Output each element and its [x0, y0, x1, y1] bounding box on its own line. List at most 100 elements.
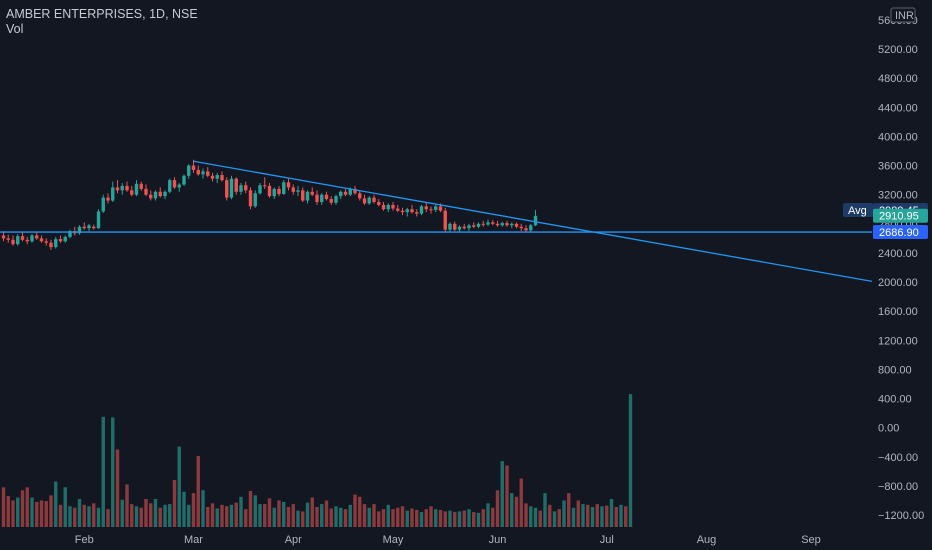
candle-body [481, 223, 485, 225]
price-tick-label: −800.00 [878, 481, 918, 493]
volume-bar [44, 501, 48, 527]
time-tick-label: May [383, 534, 404, 546]
volume-bar [495, 490, 500, 527]
candle-body [263, 185, 267, 187]
volume-bar [448, 510, 452, 527]
volume-bar [628, 394, 633, 527]
candle-body [324, 194, 329, 200]
volume-bar [600, 506, 604, 527]
candle-body [405, 209, 409, 213]
volume-bar [130, 504, 134, 527]
candle-body [296, 190, 300, 192]
descending-trendline[interactable] [193, 160, 873, 283]
candle-body [25, 239, 29, 242]
candle-body [191, 165, 196, 170]
price-tick-label: 3600.00 [878, 161, 918, 173]
candle-body [253, 193, 257, 207]
volume-bar [367, 507, 371, 527]
candle-body [472, 225, 476, 227]
candle-body [120, 185, 124, 191]
volume-bar [548, 504, 552, 527]
candle-body [386, 204, 390, 210]
price-tick-label: 5200.00 [878, 44, 918, 56]
volume-bar [82, 504, 86, 527]
volume-bar [396, 507, 400, 527]
volume-bar [619, 504, 623, 527]
volume-bar [39, 500, 44, 527]
candle-body [96, 211, 101, 229]
candle-body [6, 238, 10, 240]
volume-bar [282, 501, 286, 527]
volume-bar [377, 511, 381, 527]
candle-body [362, 198, 367, 204]
candle-body [11, 239, 15, 245]
candle-body [448, 223, 452, 230]
volume-bar [438, 509, 443, 527]
candle-body [424, 206, 428, 210]
volume-bar [453, 512, 457, 527]
symbol-title[interactable]: AMBER ENTERPRISES, 1D, NSE [6, 7, 198, 21]
price-axis-background [872, 0, 932, 550]
volume-bar [586, 504, 590, 527]
price-axis[interactable]: 5600.005200.004800.004400.004000.003600.… [872, 0, 932, 550]
volume-bar [334, 506, 338, 527]
volume-bar [614, 506, 618, 527]
volume-bar [229, 504, 234, 527]
candle-body [533, 215, 538, 226]
volume-bar [225, 506, 229, 527]
candle-body [130, 190, 134, 195]
candle-body [210, 175, 215, 179]
candle-body [35, 235, 39, 239]
candle-body [225, 180, 229, 198]
chart-legend: AMBER ENTERPRISES, 1D, NSE Vol [6, 7, 198, 37]
currency-badge [890, 7, 916, 23]
volume-bar [576, 500, 580, 527]
candle-body [495, 223, 500, 226]
volume-bar [25, 487, 29, 527]
candle-body [49, 242, 53, 248]
volume-bar [201, 490, 205, 527]
volume-bar [301, 511, 305, 527]
volume-bar [210, 503, 215, 527]
candle-body [163, 191, 167, 197]
volume-bar [172, 480, 177, 527]
time-axis[interactable]: Feb Mar Apr May Jun Jul Aug Sep [75, 534, 821, 546]
volume-bar [49, 495, 53, 527]
volume-bar [391, 509, 395, 527]
volume-bar [248, 490, 253, 527]
volume-bar [101, 416, 105, 527]
candle-body [396, 208, 400, 211]
candle-body [16, 236, 20, 245]
volume-bar [87, 506, 91, 527]
candle-body [101, 197, 105, 212]
candle-body [272, 188, 276, 197]
volume-bar [244, 509, 248, 527]
volume-bar [168, 504, 172, 527]
candle-body [519, 226, 523, 229]
volume-bar [486, 503, 490, 527]
candle-body [443, 210, 447, 230]
volume-bar [557, 509, 561, 527]
volume-bar [286, 506, 291, 527]
candle-body [419, 206, 424, 214]
candle-body [172, 180, 177, 188]
volume-bar [30, 497, 34, 527]
price-tick-label: 3200.00 [878, 190, 918, 202]
candle-body [115, 187, 120, 191]
volume-bar [386, 504, 390, 527]
volume-bar [415, 509, 419, 527]
candle-body [106, 197, 110, 201]
candle-body [134, 183, 139, 195]
candle-body [415, 212, 419, 214]
candle-body [514, 223, 519, 227]
volume-bar [6, 496, 10, 527]
volume-bar [253, 495, 257, 527]
support-price-box [873, 225, 928, 240]
volume-bar [73, 507, 77, 527]
avg-label: Avg [848, 205, 867, 217]
volume-indicator-label[interactable]: Vol [6, 22, 24, 36]
price-tick-label: 4800.00 [878, 73, 918, 85]
drawing-lines[interactable] [0, 160, 873, 283]
